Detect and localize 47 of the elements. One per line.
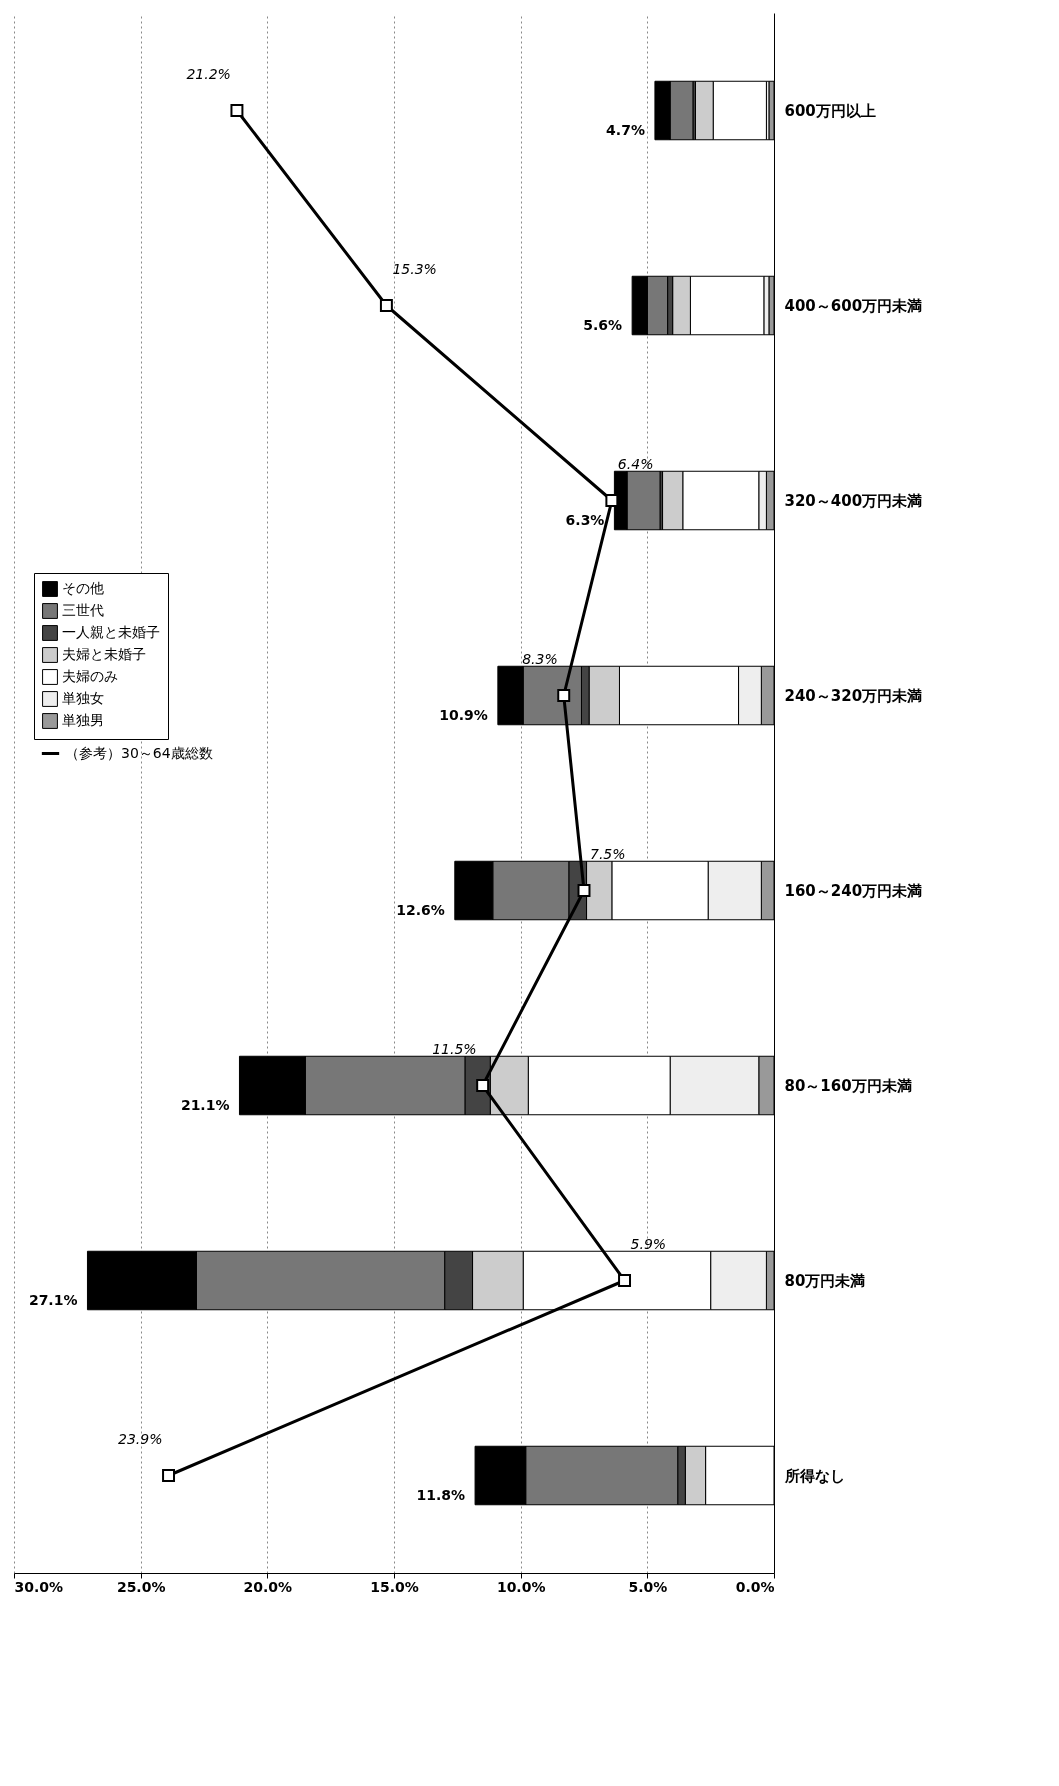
point — [605, 494, 619, 507]
point — [577, 884, 591, 897]
y-tick-label: 320～400万円未満 — [784, 491, 923, 510]
point — [618, 1274, 632, 1287]
x-tick-label: 0.0% — [735, 1578, 775, 1595]
y-tick-label: 80万円未満 — [784, 1271, 866, 1290]
y-tick-label: 240～320万円未満 — [784, 686, 923, 705]
y-tick-label: 80～160万円未満 — [784, 1076, 912, 1095]
legend-label: 三世代 — [62, 602, 104, 618]
legend-label: 単独男 — [62, 712, 104, 728]
point — [557, 689, 571, 702]
x-tick-label: 10.0% — [496, 1578, 546, 1595]
point — [162, 1469, 176, 1482]
x-tick-label: 15.0% — [370, 1578, 419, 1595]
legend-label: 夫婦と未婚子 — [62, 646, 146, 662]
total-label: 10.9% — [439, 706, 488, 723]
data-label: 7.5% — [590, 845, 626, 862]
data-label: 15.3% — [392, 260, 437, 277]
x-tick-label: 30.0% — [14, 1578, 64, 1595]
total-label: 21.1% — [180, 1096, 230, 1113]
x-tick-label: 5.0% — [628, 1578, 668, 1595]
x-tick-label: 20.0% — [243, 1578, 293, 1595]
total-label: 4.7% — [606, 121, 645, 138]
total-label: 27.1% — [28, 1291, 78, 1308]
y-tick-label: 160～240万円未満 — [784, 881, 923, 900]
total-label: 6.3% — [565, 511, 605, 528]
data-label: 5.9% — [630, 1235, 667, 1252]
total-label: 12.6% — [396, 901, 445, 918]
point — [379, 299, 393, 312]
data-label: 8.3% — [522, 650, 558, 667]
y-tick-label: 600万円以上 — [784, 101, 876, 120]
legend-label: 一人親と未婚子 — [62, 624, 160, 640]
point — [230, 104, 244, 117]
y-tick-label: 所得なし — [783, 1466, 845, 1485]
data-label: 23.9% — [118, 1430, 163, 1447]
point — [476, 1079, 490, 1092]
data-label: 6.4% — [617, 455, 654, 472]
total-label: 5.6% — [583, 316, 623, 333]
total-label: 11.8% — [416, 1486, 466, 1503]
y-tick-label: 400～600万円未満 — [784, 296, 923, 315]
x-tick-label: 25.0% — [116, 1578, 166, 1595]
legend-label: 夫婦のみ — [62, 668, 118, 684]
legend-label: 単独女 — [62, 690, 104, 706]
legend-label: その他 — [62, 580, 104, 596]
legend-label: （参考）30～64歳総数 — [65, 744, 213, 761]
data-label: 11.5% — [432, 1040, 477, 1057]
data-label: 21.2% — [186, 65, 231, 82]
